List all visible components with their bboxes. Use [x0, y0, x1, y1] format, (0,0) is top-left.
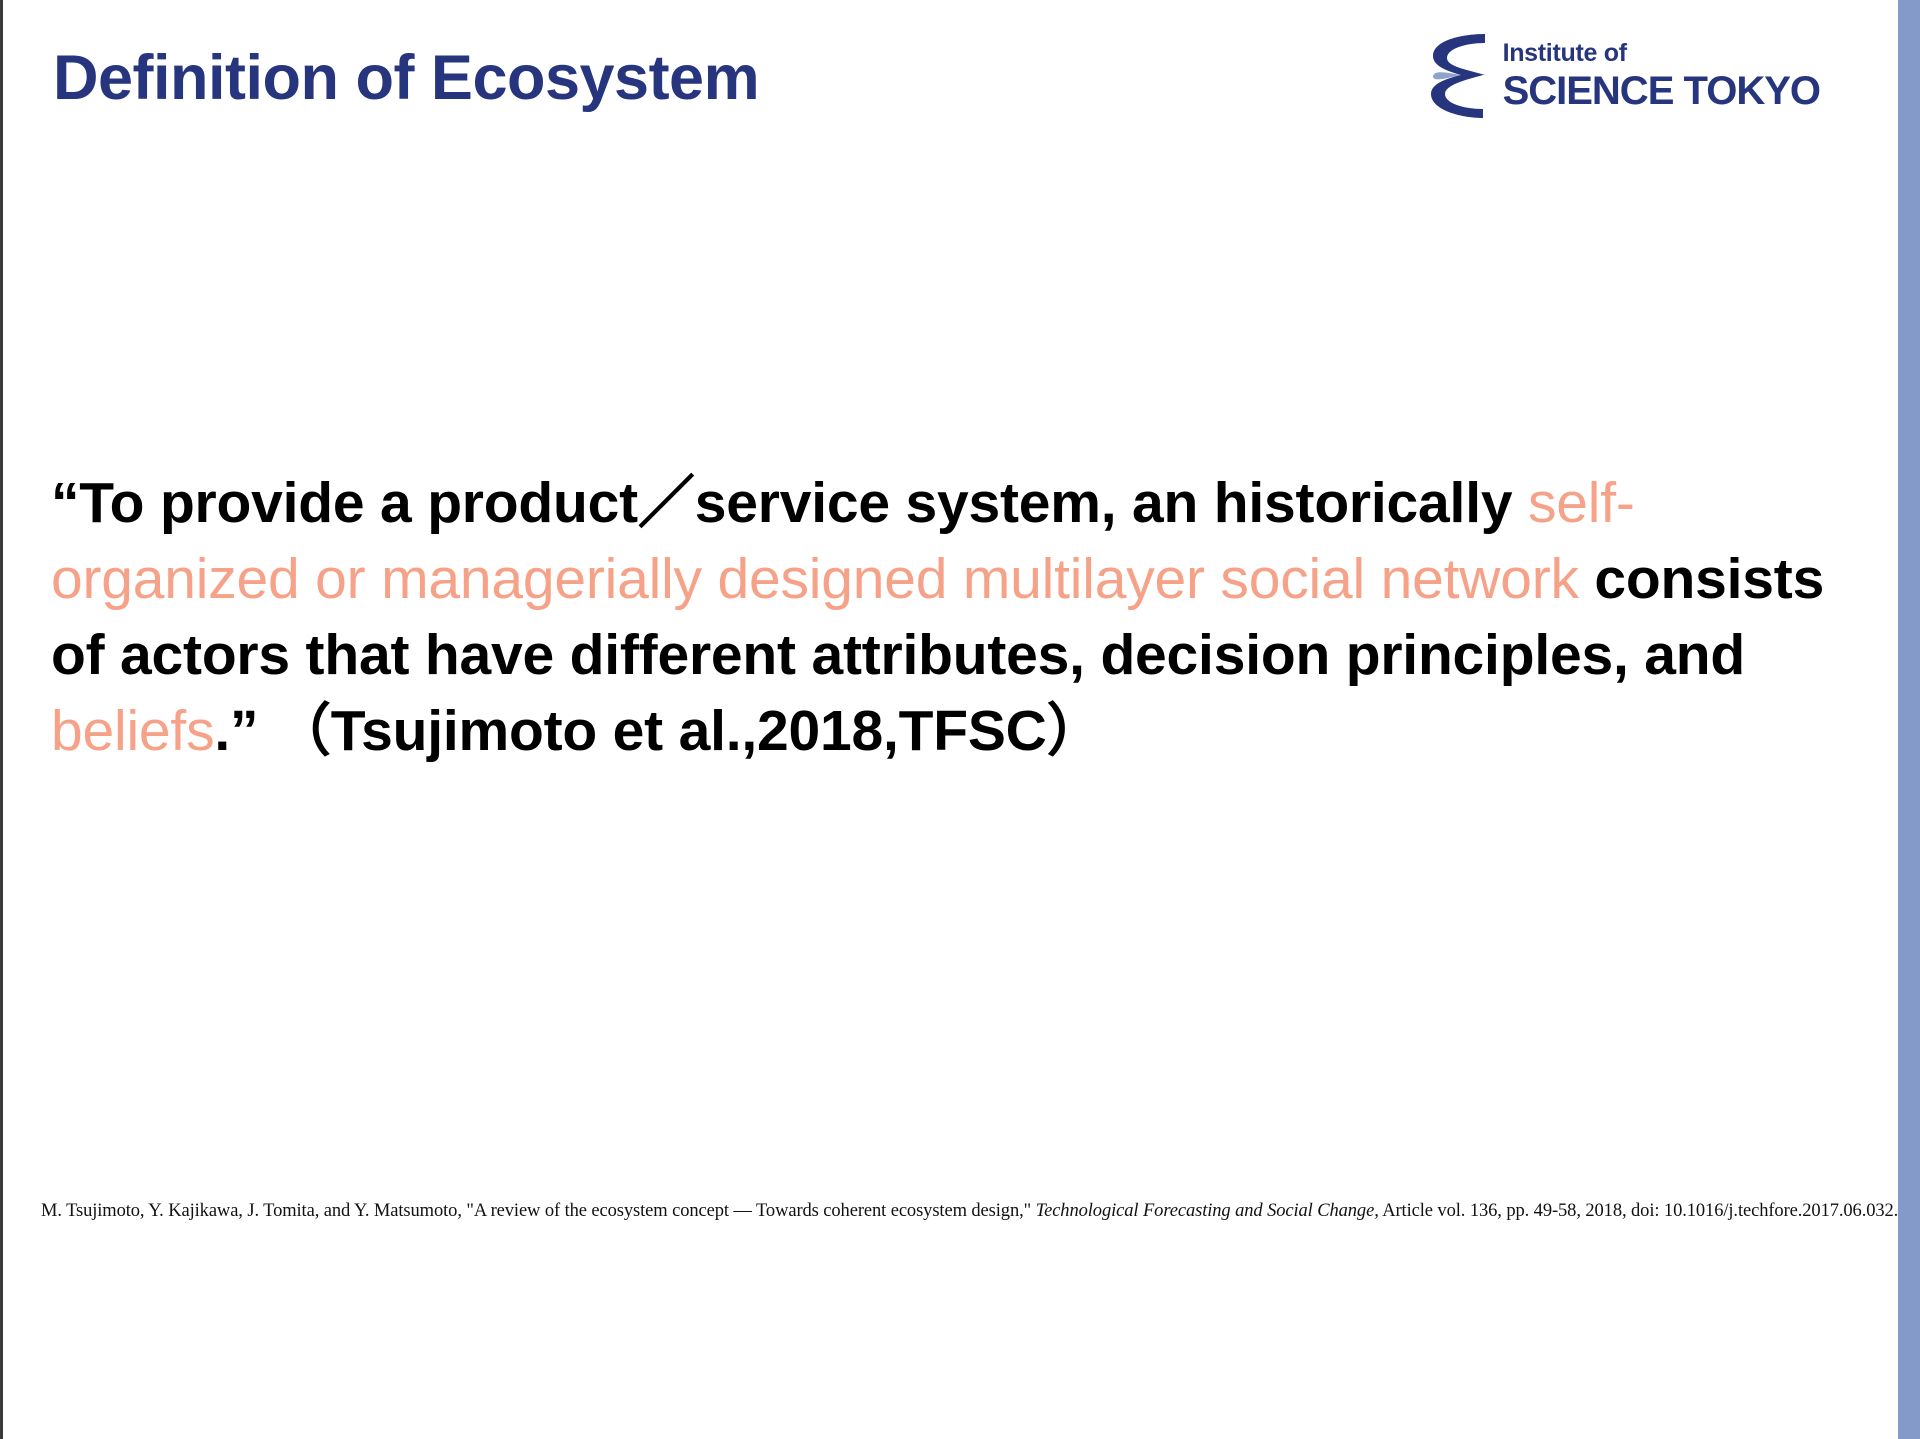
quote-highlight-network: self-organized or managerially designed … [51, 471, 1635, 611]
quote-segment-3: consists of actors that have different a… [51, 547, 1825, 687]
science-tokyo-s-mark-icon [1430, 34, 1485, 118]
institute-logo: Institute of SCIENCE TOKYO [1425, 30, 1821, 122]
logo-line-institute-of: Institute of [1502, 39, 1627, 67]
citation-authors-title: M. Tsujimoto, Y. Kajikawa, J. Tomita, an… [41, 1201, 1036, 1221]
citation-footnote: M. Tsujimoto, Y. Kajikawa, J. Tomita, an… [41, 1198, 1903, 1224]
quote-block: “To provide a product／service system, an… [51, 465, 1881, 769]
vertical-scrollbar[interactable] [1898, 0, 1920, 1439]
page-title: Definition of Ecosystem [53, 43, 760, 113]
quote-segment-1: “To provide a product／service system, an… [51, 471, 1528, 535]
logo-wordmark: Institute of SCIENCE TOKYO [1502, 39, 1821, 113]
quote-highlight-beliefs: beliefs [51, 699, 215, 763]
citation-journal-name: Technological Forecasting and Social Cha… [1035, 1201, 1379, 1221]
quote-segment-5: .” （Tsujimoto et al.,2018,TFSC） [214, 699, 1104, 763]
citation-volume-doi: Article vol. 136, pp. 49-58, 2018, doi: … [1378, 1201, 1899, 1221]
vertical-scrollbar-thumb[interactable] [1898, 0, 1920, 1439]
logo-line-science-tokyo: SCIENCE TOKYO [1502, 69, 1821, 113]
